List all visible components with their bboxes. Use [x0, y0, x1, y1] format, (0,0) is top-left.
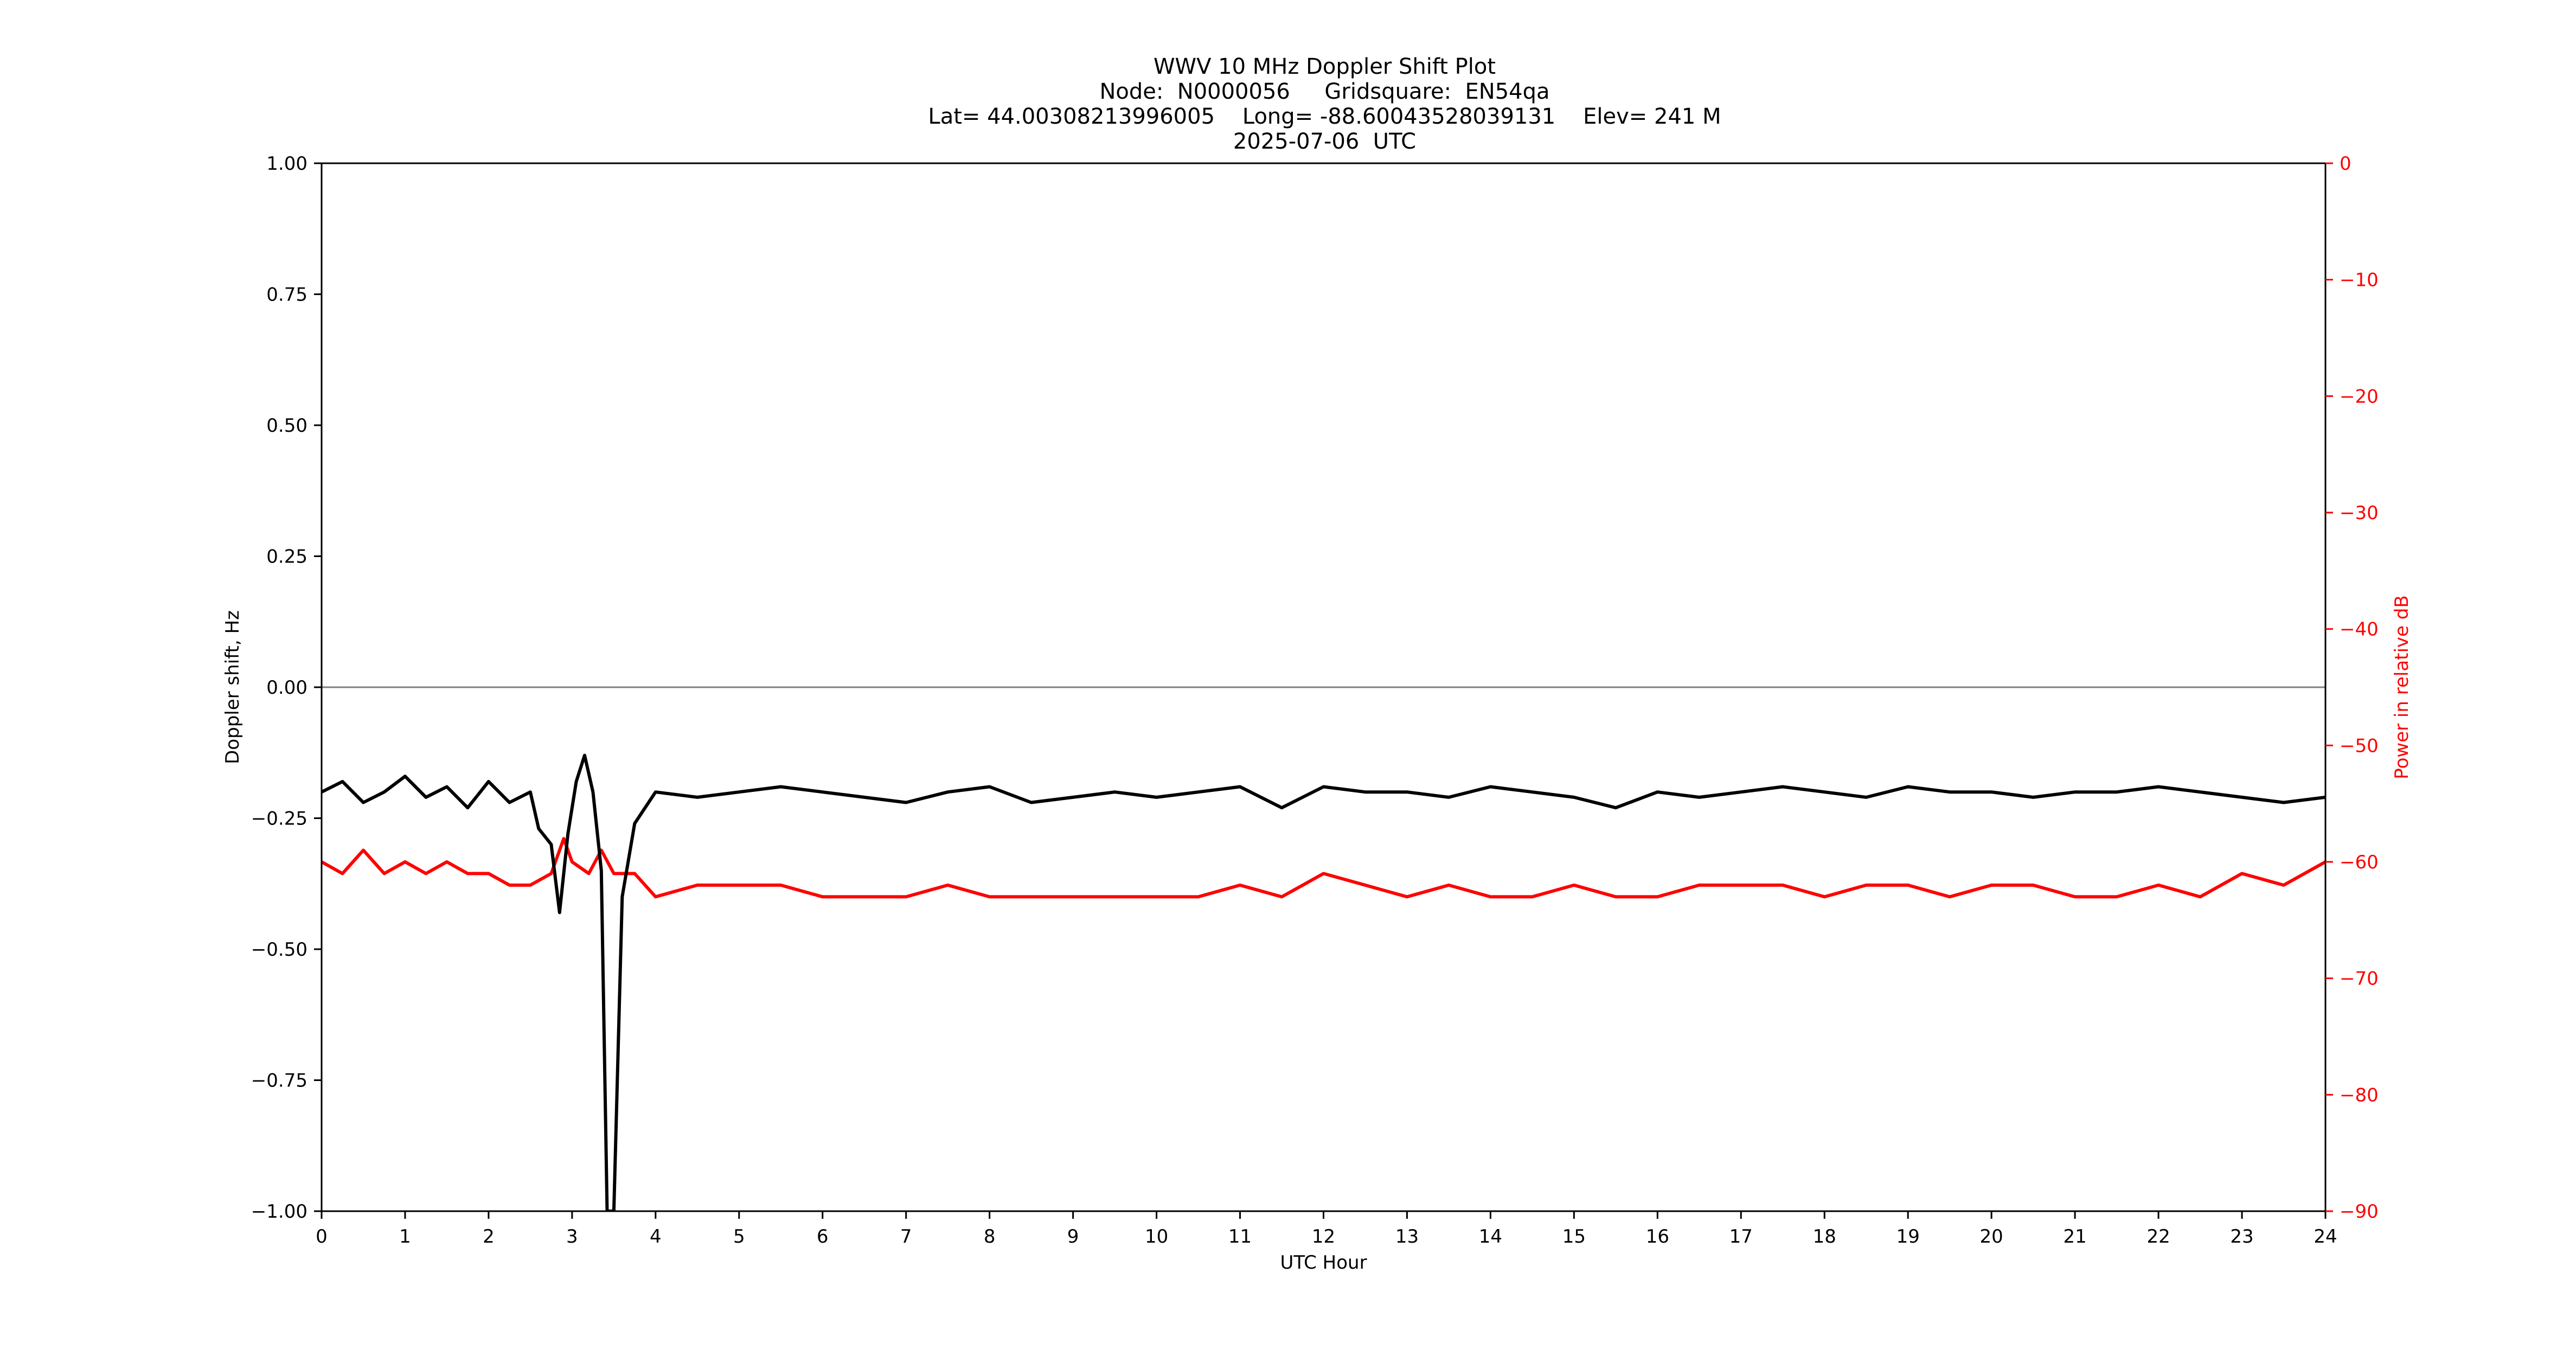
x-tick-label: 11	[1228, 1226, 1252, 1248]
x-tick-label: 20	[1980, 1226, 2003, 1248]
y-tick-label: −1.00	[251, 1201, 307, 1223]
y2-tick-label: −20	[2340, 386, 2379, 407]
y-tick-label: −0.25	[251, 808, 307, 830]
x-tick-label: 10	[1145, 1226, 1168, 1248]
y2-tick-label: −90	[2340, 1201, 2379, 1223]
power-series-line	[322, 837, 2325, 899]
y-tick-label: −0.75	[251, 1070, 307, 1092]
y-axis-label: Doppler shift, Hz	[222, 610, 243, 764]
x-tick-label: 15	[1562, 1226, 1586, 1248]
chart-subtitle-date: 2025-07-06 UTC	[1233, 129, 1417, 154]
y-tick-label: −0.50	[251, 939, 307, 961]
y2-tick-label: −80	[2340, 1084, 2379, 1106]
x-tick-label: 4	[650, 1226, 662, 1248]
x-tick-label: 0	[316, 1226, 328, 1248]
chart-subtitle-location: Lat= 44.00308213996005 Long= -88.6004352…	[928, 104, 1721, 129]
x-tick-label: 17	[1729, 1226, 1753, 1248]
y-tick-label: 0.00	[266, 677, 307, 699]
x-tick-label: 9	[1067, 1226, 1079, 1248]
x-tick-label: 8	[984, 1226, 996, 1248]
y2-tick-label: −70	[2340, 968, 2379, 990]
x-tick-label: 3	[566, 1226, 578, 1248]
chart-title-block: WWV 10 MHz Doppler Shift Plot Node: N000…	[0, 54, 2576, 154]
y2-axis-label: Power in relative dB	[2391, 595, 2413, 779]
y2-tick-label: −50	[2340, 735, 2379, 757]
x-tick-label: 18	[1813, 1226, 1836, 1248]
y-tick-label: 0.25	[266, 546, 307, 568]
x-tick-label: 5	[733, 1226, 745, 1248]
x-tick-label: 22	[2146, 1226, 2170, 1248]
x-tick-label: 12	[1312, 1226, 1335, 1248]
chart-title: WWV 10 MHz Doppler Shift Plot	[1153, 54, 1496, 79]
x-tick-label: 14	[1479, 1226, 1502, 1248]
x-tick-label: 2	[483, 1226, 495, 1248]
x-tick-label: 13	[1395, 1226, 1419, 1248]
x-tick-label: 23	[2230, 1226, 2253, 1248]
x-tick-label: 1	[399, 1226, 411, 1248]
y-tick-label: 0.50	[266, 415, 307, 437]
y-tick-label: 1.00	[266, 153, 307, 175]
y2-tick-label: −40	[2340, 619, 2379, 641]
y2-tick-label: 0	[2340, 153, 2351, 175]
x-axis-label: UTC Hour	[1280, 1252, 1367, 1274]
doppler-series-line	[322, 753, 2325, 1211]
y2-tick-label: −10	[2340, 270, 2379, 291]
x-tick-label: 24	[2314, 1226, 2337, 1248]
x-tick-label: 19	[1896, 1226, 1920, 1248]
y2-tick-label: −30	[2340, 502, 2379, 524]
x-tick-label: 6	[817, 1226, 829, 1248]
chart-subtitle-node: Node: N0000056 Gridsquare: EN54qa	[1099, 79, 1550, 104]
x-tick-label: 21	[2063, 1226, 2086, 1248]
y-tick-label: 0.75	[266, 284, 307, 306]
y2-tick-label: −60	[2340, 852, 2379, 873]
x-tick-label: 7	[900, 1226, 912, 1248]
x-tick-label: 16	[1646, 1226, 1669, 1248]
